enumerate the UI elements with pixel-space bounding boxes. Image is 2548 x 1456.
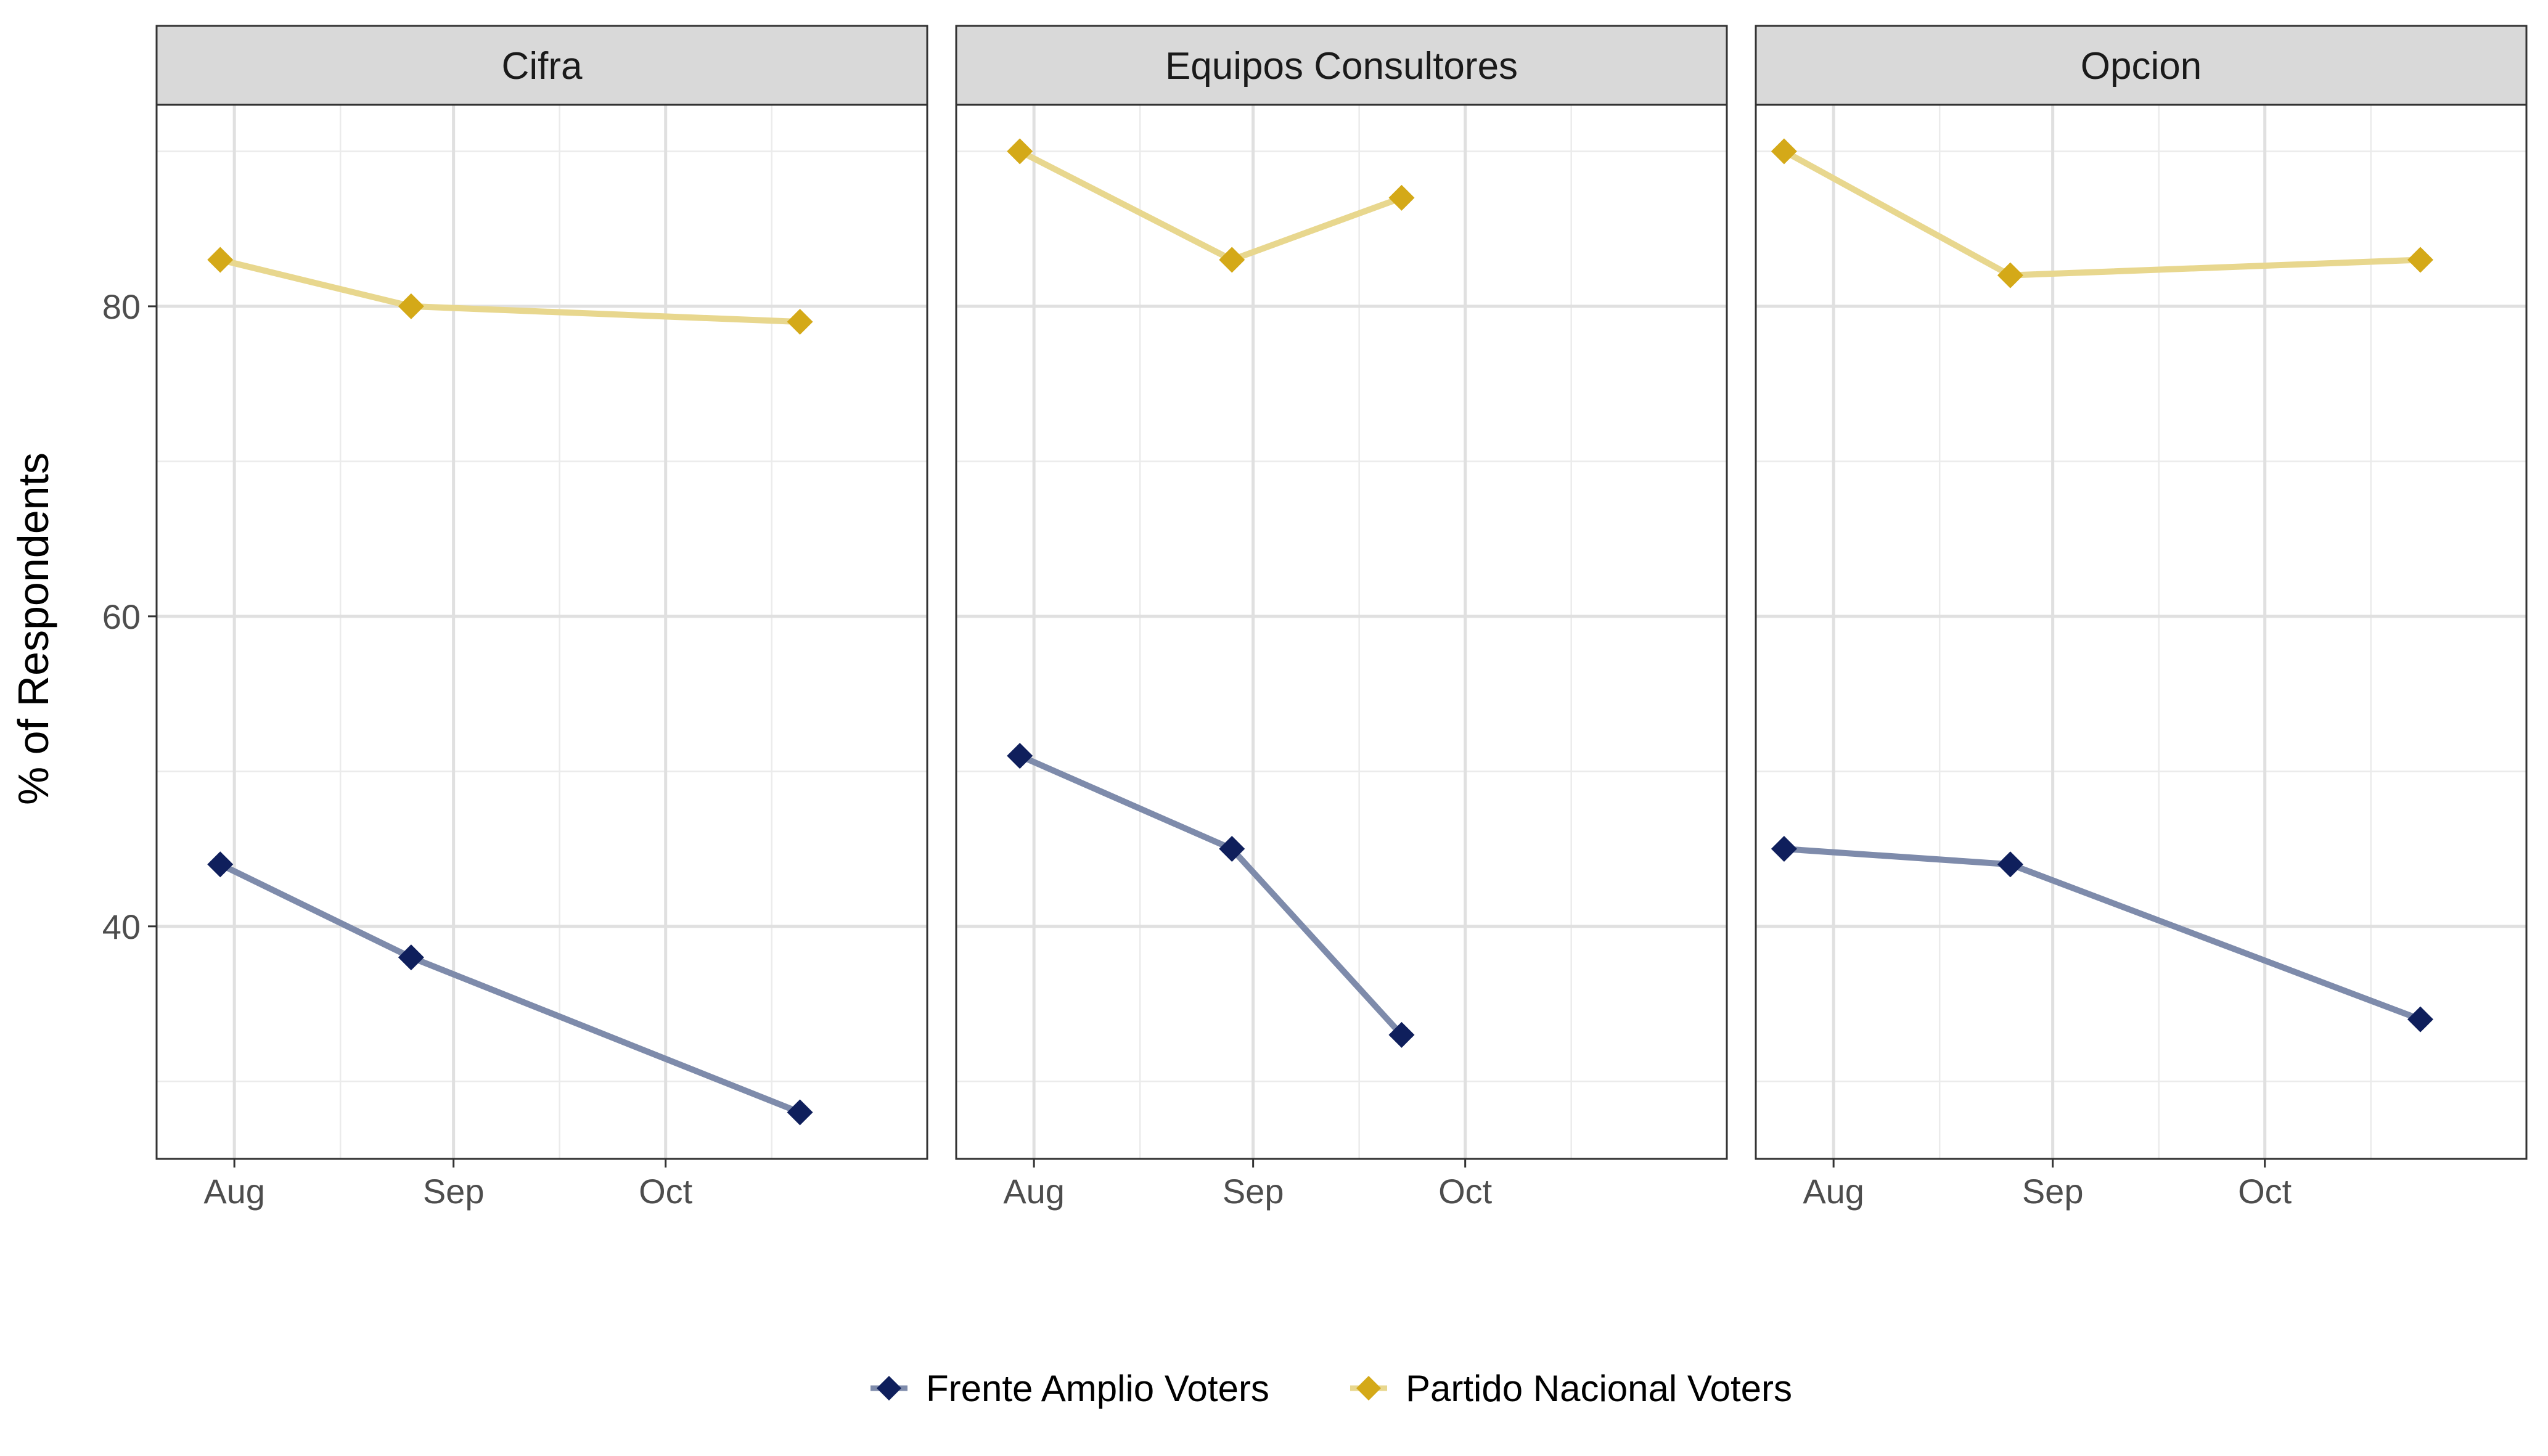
facet-equipos-consultores: Equipos Consultores Aug Sep Oct <box>955 25 1728 1211</box>
data-point-frente-amplio-voters <box>1219 836 1245 862</box>
data-point-frente-amplio-voters <box>1997 851 2023 878</box>
data-point-partido-nacional-voters <box>207 247 234 273</box>
facet-strip-label: Cifra <box>502 45 583 88</box>
panel-border <box>155 104 928 1160</box>
legend-key-marker <box>877 1376 901 1401</box>
legend-label: Frente Amplio Voters <box>926 1368 1269 1409</box>
data-point-partido-nacional-voters <box>1219 247 1245 273</box>
facet-strip-label: Opcion <box>2081 45 2202 88</box>
x-tick-label: Sep <box>1223 1172 1284 1211</box>
legend-label: Partido Nacional Voters <box>1406 1368 1792 1409</box>
panel-background <box>1756 105 2526 1159</box>
legend-key-marker <box>1356 1376 1381 1401</box>
data-point-frente-amplio-voters <box>1388 1021 1415 1048</box>
data-point-partido-nacional-voters <box>1388 184 1415 211</box>
data-point-frente-amplio-voters <box>787 1099 813 1126</box>
data-point-frente-amplio-voters <box>398 944 424 971</box>
y-tick-label: 60 <box>102 597 141 636</box>
data-point-partido-nacional-voters <box>398 293 424 319</box>
legend-item-frente-amplio-voters: Frente Amplio Voters <box>870 1368 1269 1409</box>
data-point-partido-nacional-voters <box>1007 138 1033 165</box>
y-axis-title: % of Respondents <box>9 452 57 805</box>
facet-strip <box>955 25 1728 106</box>
y-tick-label: 40 <box>102 907 141 946</box>
panel-background <box>157 105 927 1159</box>
data-point-partido-nacional-voters <box>1997 262 2023 288</box>
data-point-partido-nacional-voters <box>2407 247 2433 273</box>
facet-strip <box>1755 25 2528 106</box>
panel-border <box>955 104 1728 1160</box>
data-point-partido-nacional-voters <box>787 309 813 335</box>
data-point-frente-amplio-voters <box>2407 1006 2433 1033</box>
x-tick-label: Aug <box>203 1172 265 1211</box>
x-tick-label: Aug <box>1003 1172 1065 1211</box>
data-point-partido-nacional-voters <box>1771 138 1797 165</box>
facet-opcion: Opcion Aug Sep Oct <box>1755 25 2528 1211</box>
data-point-frente-amplio-voters <box>1771 836 1797 862</box>
facet-strip-label: Equipos Consultores <box>1165 45 1518 88</box>
x-tick-label: Oct <box>2238 1172 2292 1211</box>
data-point-frente-amplio-voters <box>207 851 234 878</box>
x-tick-label: Sep <box>2022 1172 2084 1211</box>
legend: Frente Amplio Voters Partido Nacional Vot… <box>870 1368 1792 1409</box>
data-point-frente-amplio-voters <box>1007 743 1033 769</box>
x-tick-label: Oct <box>639 1172 693 1211</box>
facet-cifra: Cifra Aug Sep Oct <box>155 25 928 1211</box>
panel-border <box>1755 104 2528 1160</box>
y-tick-label: 80 <box>102 287 141 326</box>
legend-item-partido-nacional-voters: Partido Nacional Voters <box>1350 1368 1792 1409</box>
x-tick-label: Sep <box>423 1172 485 1211</box>
facet-panels: 40 60 80 Cifra Aug Sep Oct Equipos Consultores A… <box>102 25 2528 1211</box>
x-tick-label: Aug <box>1803 1172 1864 1211</box>
panel-background <box>956 105 1727 1159</box>
x-tick-label: Oct <box>1438 1172 1493 1211</box>
